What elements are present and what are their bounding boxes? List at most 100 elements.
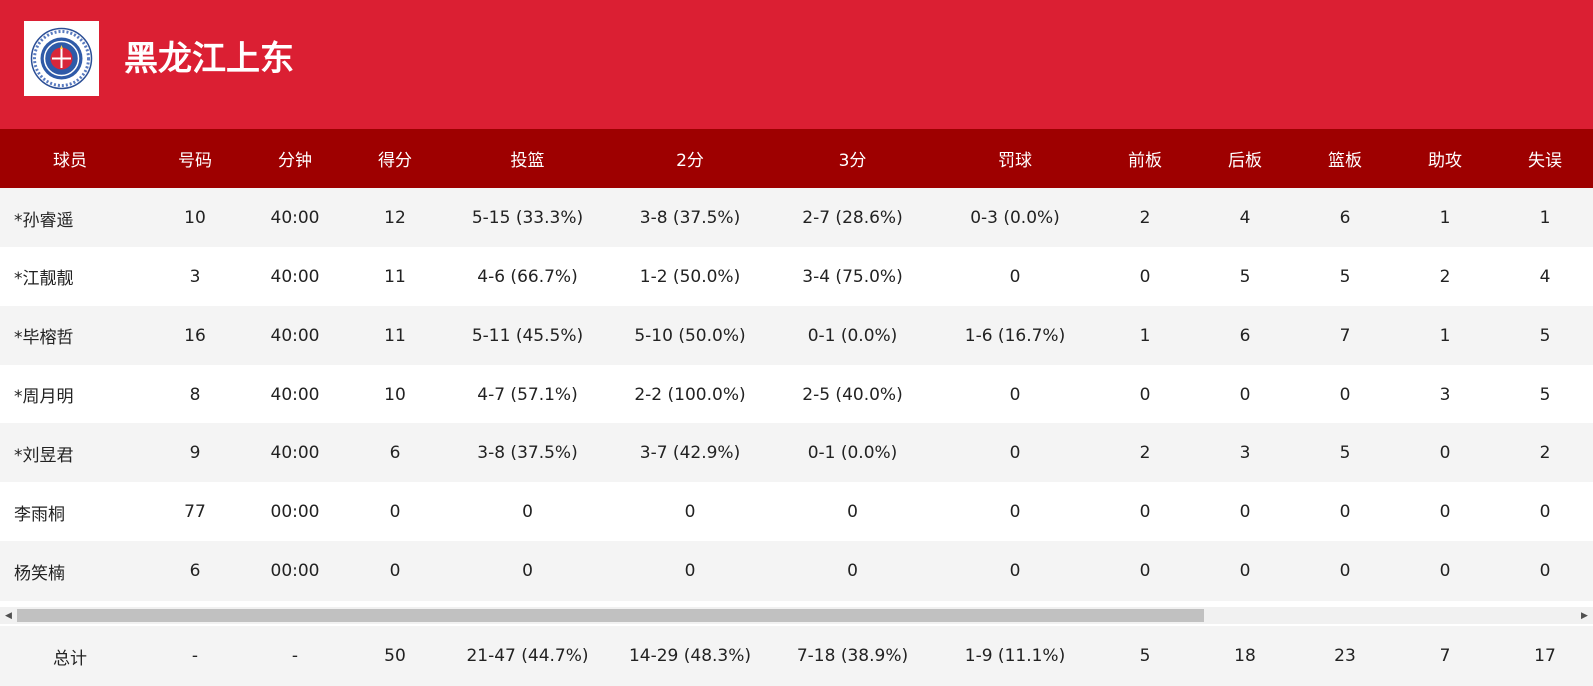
stat-cell: 0 [1439,502,1451,523]
stat-cell: 4 [1239,208,1251,228]
stat-cell: 0-3 (0.0%) [970,208,1060,228]
stat-cell: 1 [1539,208,1551,228]
stat-cell: 0 [1239,502,1251,523]
player-name: *刘昱君 [14,445,74,466]
stat-cell: 5 [1539,325,1551,346]
scroll-left-arrow-icon[interactable]: ◀ [5,610,12,621]
stat-cell: 0 [1009,561,1021,582]
player-name: *毕榕哲 [14,328,74,349]
stat-cell: 1 [1139,325,1151,346]
stat-cell: 5-15 (33.3%) [471,208,584,228]
stat-cell: 0-1 (0.0%) [807,325,898,346]
table-header-row: 球员 号码 分钟 得分 投篮 2分 3分 罚球 前板 后板 篮板 助攻 失误 [0,129,1593,188]
table-row: *周月明 8 40:00 10 4-7 (57.1%) 2-2 (100.0%) 2-5 (… [0,364,1593,425]
column-header: 后板 [1228,151,1262,171]
totals-cell: 7-18 (38.9%) [796,646,909,666]
table-row: 杨笑楠 6 00:00 0 0 0 0 0 0 0 0 0 0 [0,541,1593,602]
stat-cell: 0 [1439,443,1451,464]
table-row: *孙睿遥 10 40:00 12 5-15 (33.3%) 3-8 (37.5%) 2-7 … [0,188,1593,248]
totals-cell: 23 [1334,646,1356,666]
stat-cell: 0 [684,561,696,582]
stat-cell: 3-4 (75.0%) [802,266,903,287]
stat-cell: 0 [1139,502,1151,523]
stat-cell: 3 [1239,443,1251,464]
stat-cell: 0 [1339,502,1351,523]
stat-cell: 0 [1239,384,1251,405]
column-header: 投篮 [510,151,545,171]
stat-cell: 2 [1139,208,1151,228]
stat-cell: 40:00 [270,325,320,346]
stat-cell: 12 [384,208,406,228]
table-row: *刘昱君 9 40:00 6 3-8 (37.5%) 3-7 (42.9%) 0-1 (0.… [0,423,1593,484]
column-header: 球员 [53,151,87,171]
column-header: 号码 [178,151,212,171]
stat-cell: 0 [522,502,533,523]
stat-cell: 2-7 (28.6%) [802,208,903,228]
team-header: 黑龙江上东 [0,0,1593,129]
stat-cell: 0 [1439,561,1451,582]
stat-cell: 0 [1139,561,1151,582]
stat-cell: 5 [1239,266,1251,287]
stat-cell: 1 [1439,208,1451,228]
stat-cell: 0 [1009,266,1021,287]
stat-cell: 6 [389,443,401,464]
stat-cell: 4 [1539,266,1551,287]
stat-cell: 6 [189,561,201,582]
column-header: 篮板 [1328,151,1362,171]
player-name: *江靓靓 [14,269,74,290]
stat-cell: 5 [1339,443,1351,464]
player-name: *周月明 [14,387,74,408]
stat-cell: 2 [1439,266,1451,287]
team-logo [24,21,99,96]
scroll-right-arrow-icon[interactable]: ▶ [1581,610,1588,621]
player-name: 杨笑楠 [14,563,65,584]
team-crest-icon [30,27,93,90]
stat-cell: 40:00 [270,384,320,405]
player-name: 李雨桐 [14,504,65,525]
column-header: 前板 [1128,151,1162,171]
totals-cell: 7 [1439,646,1451,666]
stat-cell: 6 [1339,208,1351,228]
column-header: 2分 [676,151,704,171]
stat-cell: 0 [1239,561,1251,582]
stat-cell: 0 [684,502,696,523]
stat-cell: 0 [522,561,533,582]
totals-cell: 14-29 (48.3%) [628,646,752,666]
stat-cell: 4-7 (57.1%) [477,384,578,405]
stat-cell: 3 [1439,384,1451,405]
stat-cell: 00:00 [270,561,320,582]
totals-label: 总计 [53,648,87,669]
stat-cell: 3-7 (42.9%) [639,443,741,464]
totals-cell: 50 [384,646,406,666]
horizontal-scrollbar[interactable]: ◀ ▶ [0,607,1593,624]
stat-cell: 0 [1339,384,1351,405]
totals-cell: - [291,646,299,666]
totals-cell: 18 [1234,646,1256,666]
team-name: 黑龙江上东 [124,39,294,79]
stat-cell: 6 [1239,325,1251,346]
stat-cell: 0-1 (0.0%) [807,443,898,464]
stat-cell: 0 [1009,384,1021,405]
stat-cell: 5-10 (50.0%) [634,325,746,346]
stat-cell: 40:00 [270,443,320,464]
stat-cell: 3-8 (37.5%) [477,443,578,464]
stat-cell: 2 [1139,443,1151,464]
column-header: 得分 [378,151,412,171]
stat-cell: 0 [1009,443,1021,464]
stat-cell: 77 [184,502,206,523]
stat-cell: 1-6 (16.7%) [964,325,1066,346]
stat-cell: 16 [184,325,206,346]
stat-cell: 0 [847,502,858,523]
column-header: 分钟 [278,151,312,171]
stat-cell: 9 [189,443,201,464]
table-row: 李雨桐 77 00:00 0 0 0 0 0 0 0 0 0 0 [0,482,1593,543]
totals-cell: 21-47 (44.7%) [466,646,589,666]
table-row: *毕榕哲 16 40:00 11 5-11 (45.5%) 5-10 (50.0%) 0-1… [0,305,1593,366]
totals-cell: - [191,646,199,666]
stat-cell: 2-2 (100.0%) [634,384,746,405]
stat-cell: 5 [1539,384,1551,405]
stat-cell: 3 [189,266,201,287]
scroll-thumb[interactable] [17,609,1204,622]
stat-cell: 40:00 [270,208,320,228]
